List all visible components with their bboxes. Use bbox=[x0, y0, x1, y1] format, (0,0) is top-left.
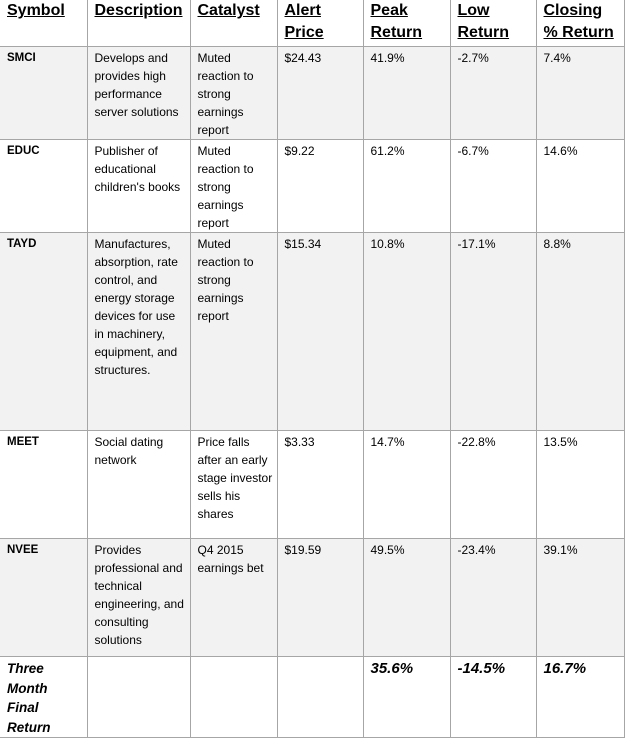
cell-alert-price: $9.22 bbox=[276, 139, 364, 233]
header-symbol: Symbol bbox=[0, 0, 88, 47]
cell-alert-price: $19.59 bbox=[276, 538, 364, 657]
cell-catalyst: Q4 2015 earnings bet bbox=[189, 538, 278, 657]
cell-closing-return: 7.4% bbox=[535, 46, 625, 140]
cell-symbol: MEET bbox=[0, 430, 88, 539]
cell-low-return: -17.1% bbox=[449, 232, 537, 431]
cell-low-return: -22.8% bbox=[449, 430, 537, 539]
cell-description: Provides professional and technical engi… bbox=[86, 538, 191, 657]
table-row: TAYD Manufactures, absorption, rate cont… bbox=[0, 232, 625, 431]
cell-symbol: SMCI bbox=[0, 46, 88, 140]
cell-closing-return: 8.8% bbox=[535, 232, 625, 431]
cell-catalyst: Muted reaction to strong earnings report bbox=[189, 232, 278, 431]
final-return-row: Three Month Final Return 35.6% -14.5% 16… bbox=[0, 656, 625, 738]
header-alert-price: Alert Price bbox=[276, 0, 364, 47]
cell-closing-return: 39.1% bbox=[535, 538, 625, 657]
table-row: EDUC Publisher of educational children's… bbox=[0, 139, 625, 233]
cell-peak-return: 41.9% bbox=[362, 46, 451, 140]
header-closing-return: Closing % Return bbox=[535, 0, 625, 47]
header-catalyst: Catalyst bbox=[189, 0, 278, 47]
cell-symbol: TAYD bbox=[0, 232, 88, 431]
final-peak-return: 35.6% bbox=[362, 656, 451, 738]
cell-low-return: -23.4% bbox=[449, 538, 537, 657]
cell-symbol: EDUC bbox=[0, 139, 88, 233]
cell-low-return: -6.7% bbox=[449, 139, 537, 233]
table-row: MEET Social dating network Price falls a… bbox=[0, 430, 625, 539]
cell-low-return: -2.7% bbox=[449, 46, 537, 140]
cell-alert-price: $24.43 bbox=[276, 46, 364, 140]
table-row: NVEE Provides professional and technical… bbox=[0, 538, 625, 657]
cell-description: Develops and provides high performance s… bbox=[86, 46, 191, 140]
cell-peak-return: 61.2% bbox=[362, 139, 451, 233]
cell-alert-price: $3.33 bbox=[276, 430, 364, 539]
header-peak-return: Peak Return bbox=[362, 0, 451, 47]
empty-cell bbox=[189, 656, 278, 738]
cell-closing-return: 14.6% bbox=[535, 139, 625, 233]
header-row: Symbol Description Catalyst Alert Price … bbox=[0, 0, 625, 47]
cell-catalyst: Muted reaction to strong earnings report bbox=[189, 46, 278, 140]
cell-description: Manufactures, absorption, rate control, … bbox=[86, 232, 191, 431]
empty-cell bbox=[276, 656, 364, 738]
cell-peak-return: 14.7% bbox=[362, 430, 451, 539]
cell-catalyst: Price falls after an early stage investo… bbox=[189, 430, 278, 539]
cell-description: Social dating network bbox=[86, 430, 191, 539]
final-low-return: -14.5% bbox=[449, 656, 537, 738]
table-row: SMCI Develops and provides high performa… bbox=[0, 46, 625, 140]
cell-alert-price: $15.34 bbox=[276, 232, 364, 431]
cell-peak-return: 10.8% bbox=[362, 232, 451, 431]
final-closing-return: 16.7% bbox=[535, 656, 625, 738]
header-description: Description bbox=[86, 0, 191, 47]
cell-peak-return: 49.5% bbox=[362, 538, 451, 657]
cell-symbol: NVEE bbox=[0, 538, 88, 657]
final-return-label: Three Month Final Return bbox=[0, 656, 88, 738]
cell-catalyst: Muted reaction to strong earnings report bbox=[189, 139, 278, 233]
empty-cell bbox=[86, 656, 191, 738]
cell-description: Publisher of educational children's book… bbox=[86, 139, 191, 233]
header-low-return: Low Return bbox=[449, 0, 537, 47]
cell-closing-return: 13.5% bbox=[535, 430, 625, 539]
